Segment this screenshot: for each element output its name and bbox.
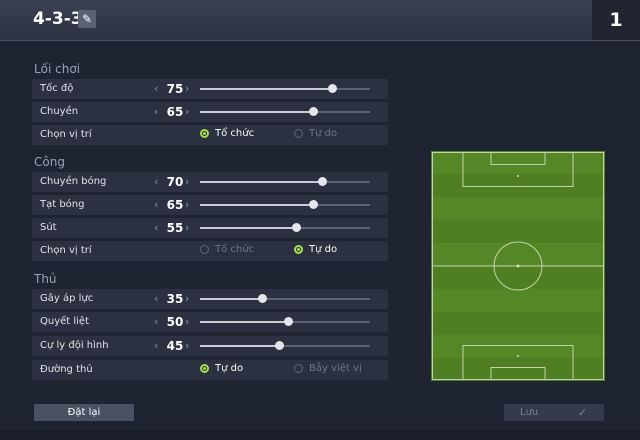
row-label: Tạt bóng (40, 199, 85, 210)
increase-arrow-icon[interactable]: › (185, 175, 190, 188)
slider-knob[interactable] (258, 294, 268, 303)
football-pitch (431, 151, 605, 381)
decrease-arrow-icon[interactable]: ‹ (154, 82, 159, 95)
increase-arrow-icon[interactable]: › (185, 82, 190, 95)
row-speed: Tốc độ ‹ 75 › (32, 79, 388, 99)
radio-label: Tự do (215, 363, 244, 374)
row-value: 50 (166, 315, 184, 329)
edit-icon[interactable]: ✎ (78, 10, 96, 28)
row-label: Chuyền bóng (40, 176, 107, 187)
pitch-graphic (431, 151, 605, 381)
row-value: 65 (166, 198, 184, 212)
row-label: Gây áp lực (40, 293, 94, 304)
decrease-arrow-icon[interactable]: ‹ (154, 198, 159, 211)
section-title-defense: Thủ (34, 272, 57, 286)
slider-knob[interactable] (283, 317, 293, 326)
row-value: 35 (166, 292, 184, 306)
row-label: Chuyền (40, 106, 79, 117)
row-passing: Chuyền ‹ 65 › (32, 102, 388, 122)
radio-label: Tự do (309, 128, 338, 139)
increase-arrow-icon[interactable]: › (185, 315, 190, 328)
slider-fill (200, 298, 263, 300)
radio-circle (200, 129, 209, 138)
row-value: 70 (166, 175, 184, 189)
increase-arrow-icon[interactable]: › (185, 105, 190, 118)
radio-circle (294, 245, 303, 254)
row-value: 75 (166, 82, 184, 96)
section-title-style: Lối chơi (34, 62, 81, 76)
slider-knob[interactable] (328, 84, 338, 93)
row-att-position: Chọn vị trí Tổ chức Tự do (32, 241, 388, 261)
row-label: Chọn vị trí (40, 245, 92, 256)
slider-track[interactable] (200, 200, 370, 209)
increase-arrow-icon[interactable]: › (185, 221, 190, 234)
decrease-arrow-icon[interactable]: ‹ (154, 339, 159, 352)
decrease-arrow-icon[interactable]: ‹ (154, 105, 159, 118)
radio-label: Tổ chức (215, 244, 255, 255)
slider-track[interactable] (200, 223, 370, 232)
slider-track[interactable] (200, 84, 370, 93)
slider-knob[interactable] (275, 341, 285, 350)
row-def-line: Đường thủ Tự do Bẫy việt vị (32, 360, 388, 380)
row-value: 55 (166, 221, 184, 235)
top-bar: 4-3-3 ✎ 1 (0, 0, 640, 41)
decrease-arrow-icon[interactable]: ‹ (154, 292, 159, 305)
row-value: 45 (166, 339, 184, 353)
row-label: Chọn vị trí (40, 129, 92, 140)
row-shooting: Sút ‹ 55 › (32, 218, 388, 238)
row-label: Cự ly đội hình (40, 340, 109, 351)
slider-fill (200, 88, 333, 90)
slider-track[interactable] (200, 317, 370, 326)
increase-arrow-icon[interactable]: › (185, 292, 190, 305)
row-label: Sút (40, 222, 57, 233)
save-button[interactable]: Lưu ✓ (504, 404, 604, 421)
increase-arrow-icon[interactable]: › (185, 198, 190, 211)
slider-fill (200, 345, 280, 347)
radio-circle (200, 245, 209, 254)
page-number: 1 (609, 9, 623, 31)
row-crossing: Tạt bóng ‹ 65 › (32, 195, 388, 215)
slider-fill (200, 227, 297, 229)
slider-fill (200, 321, 289, 323)
radio-circle (200, 364, 209, 373)
increase-arrow-icon[interactable]: › (185, 339, 190, 352)
row-width: Cự ly đội hình ‹ 45 › (32, 336, 388, 356)
row-aggression: Quyết liệt ‹ 50 › (32, 312, 388, 332)
section-title-attack: Công (34, 155, 65, 169)
row-style-position: Chọn vị trí Tổ chức Tự do (32, 125, 388, 145)
slider-fill (200, 111, 314, 113)
radio-circle (294, 364, 303, 373)
row-label: Đường thủ (40, 364, 93, 375)
slider-knob[interactable] (309, 107, 319, 116)
row-value: 65 (166, 105, 184, 119)
check-icon: ✓ (578, 406, 588, 419)
slider-track[interactable] (200, 294, 370, 303)
slider-fill (200, 204, 314, 206)
slider-knob[interactable] (309, 200, 319, 209)
slider-track[interactable] (200, 177, 370, 186)
radio-label: Bẫy việt vị (309, 363, 362, 374)
reset-button[interactable]: Đặt lại (34, 404, 134, 421)
radio-label: Tự do (309, 244, 338, 255)
row-label: Tốc độ (40, 83, 74, 94)
decrease-arrow-icon[interactable]: ‹ (154, 175, 159, 188)
slider-knob[interactable] (292, 223, 302, 232)
page-indicator: 1 (592, 0, 640, 40)
row-label: Quyết liệt (40, 316, 90, 327)
slider-fill (200, 181, 323, 183)
row-pressure: Gây áp lực ‹ 35 › (32, 289, 388, 309)
save-label: Lưu (520, 407, 539, 418)
bottom-strip (0, 430, 640, 440)
radio-label: Tổ chức (215, 128, 255, 139)
formation-title: 4-3-3 (33, 9, 83, 29)
radio-circle (294, 129, 303, 138)
row-att-passing: Chuyền bóng ‹ 70 › (32, 172, 388, 192)
decrease-arrow-icon[interactable]: ‹ (154, 315, 159, 328)
slider-track[interactable] (200, 341, 370, 350)
slider-track[interactable] (200, 107, 370, 116)
decrease-arrow-icon[interactable]: ‹ (154, 221, 159, 234)
slider-knob[interactable] (317, 177, 327, 186)
